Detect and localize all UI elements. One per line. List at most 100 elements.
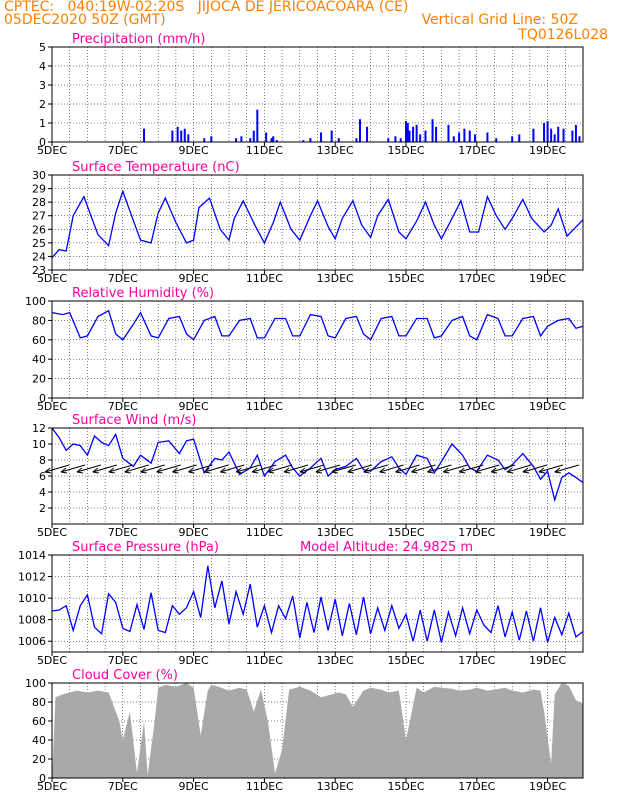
y-tick-label: 1008: [18, 614, 46, 627]
x-tick-label: 11DEC: [246, 654, 283, 667]
x-tick-label: 17DEC: [458, 780, 495, 793]
x-tick-label: 19DEC: [529, 654, 566, 667]
wind-arrowhead: [315, 467, 322, 474]
precip-bar: [235, 138, 238, 142]
wind-arrowhead: [538, 467, 545, 474]
wind-arrowhead: [363, 467, 370, 474]
precip-bar: [337, 138, 340, 142]
x-tick-label: 9DEC: [179, 780, 209, 793]
y-tick-label: 20: [32, 753, 46, 766]
wind-arrowhead: [76, 467, 84, 474]
y-tick-label: 80: [32, 696, 46, 709]
wind-panel: 2 4 6 8 10 12 5DEC 7DEC 9DEC 11DEC 13DEC 15DEC 17DEC…: [32, 413, 584, 539]
precip-bar: [553, 134, 556, 142]
precip-bar: [518, 134, 521, 142]
wind-arrow: [427, 464, 452, 473]
x-tick-label: 13DEC: [317, 400, 354, 413]
precip-bar: [256, 109, 259, 142]
wind-arrow: [299, 464, 325, 473]
precip-bar: [405, 121, 407, 142]
precip-bar: [578, 136, 581, 142]
x-tick-label: 17DEC: [458, 654, 495, 667]
wind-arrow: [156, 464, 181, 473]
wind-arrow: [459, 464, 484, 473]
y-tick-label: 0: [39, 392, 46, 405]
wind-arrowhead: [60, 467, 68, 474]
wind-arrow: [538, 464, 564, 473]
precip-bar: [412, 126, 415, 142]
wind-arrow: [443, 464, 468, 473]
x-tick-label: 19DEC: [529, 526, 566, 539]
wind-arrow: [411, 464, 436, 473]
precip-bar: [495, 138, 498, 142]
precip-bar: [171, 130, 174, 142]
x-tick-label: 5DEC: [37, 780, 67, 793]
temperature-title: Surface Temperature (nC): [72, 160, 240, 175]
precip-bar: [431, 119, 434, 142]
wind-arrowhead: [108, 467, 115, 474]
wind-arrowhead: [427, 467, 434, 474]
wind-arrow: [379, 464, 404, 473]
header-grid-line: Vertical Grid Line: 50Z: [421, 12, 578, 28]
x-tick-label: 5DEC: [37, 272, 67, 285]
y-tick-label: 8: [39, 454, 46, 467]
precip-bar: [543, 123, 546, 142]
precip-bar: [272, 136, 275, 142]
precip-bar: [458, 132, 461, 142]
wind-arrow: [283, 464, 309, 473]
x-tick-label: 9DEC: [179, 144, 209, 157]
y-tick-label: 60: [32, 334, 46, 347]
y-tick-label: 24: [32, 250, 46, 263]
precipitation-title: Precipitation (mm/h): [72, 32, 205, 47]
precip-bar: [394, 136, 397, 142]
x-tick-label: 15DEC: [387, 144, 424, 157]
humidity-line: [51, 309, 584, 341]
precip-bar: [302, 140, 305, 142]
precip-bar: [463, 128, 466, 142]
y-tick-label: 2: [39, 502, 46, 515]
precip-bar: [143, 128, 146, 142]
humidity-frame: [51, 300, 584, 399]
precip-bar: [252, 130, 255, 142]
wind-arrow: [267, 464, 293, 473]
wind-arrow: [188, 464, 213, 473]
precip-bar: [270, 138, 273, 142]
wind-arrowhead: [379, 467, 386, 474]
x-tick-label: 9DEC: [179, 400, 209, 413]
wind-arrow: [522, 464, 548, 473]
x-tick-label: 19DEC: [529, 400, 566, 413]
x-tick-label: 17DEC: [458, 526, 495, 539]
cloud-cover-panel: 0 20 40 60 80 100 5DEC 7DEC 9DEC 11DEC 13DEC 15DEC 1…: [25, 668, 584, 793]
wind-arrowhead: [347, 467, 354, 474]
precip-bar: [447, 124, 450, 142]
pressure-line: [51, 565, 584, 643]
precip-bar: [330, 130, 333, 142]
y-tick-label: 1006: [18, 635, 46, 648]
precip-bar: [486, 132, 489, 142]
x-tick-label: 11DEC: [246, 144, 283, 157]
x-tick-label: 19DEC: [529, 780, 566, 793]
x-tick-label: 11DEC: [246, 400, 283, 413]
x-tick-label: 11DEC: [246, 780, 283, 793]
header-run-date: 05DEC2020 50Z (GMT): [4, 12, 166, 28]
y-tick-label: 5: [39, 41, 46, 54]
y-tick-label: 80: [32, 314, 46, 327]
wind-arrowhead: [140, 467, 147, 474]
precip-bar: [399, 138, 402, 142]
y-tick-label: 3: [39, 79, 46, 92]
wind-arrow: [236, 464, 261, 473]
wind-arrowhead: [443, 467, 450, 474]
wind-arrowhead: [92, 467, 99, 474]
x-tick-label: 15DEC: [387, 526, 424, 539]
x-tick-label: 5DEC: [37, 144, 67, 157]
x-tick-label: 15DEC: [387, 780, 424, 793]
x-tick-label: 13DEC: [317, 144, 354, 157]
x-tick-label: 17DEC: [458, 272, 495, 285]
header-location: CPTEC: 040:19W-02:20S JIJOCA DE JERICOAC…: [4, 0, 409, 15]
wind-arrow: [60, 464, 86, 473]
y-tick-label: 0: [39, 136, 46, 149]
x-tick-label: 19DEC: [529, 144, 566, 157]
precipitation-frame: [51, 46, 584, 143]
wind-arrowhead: [411, 467, 418, 474]
